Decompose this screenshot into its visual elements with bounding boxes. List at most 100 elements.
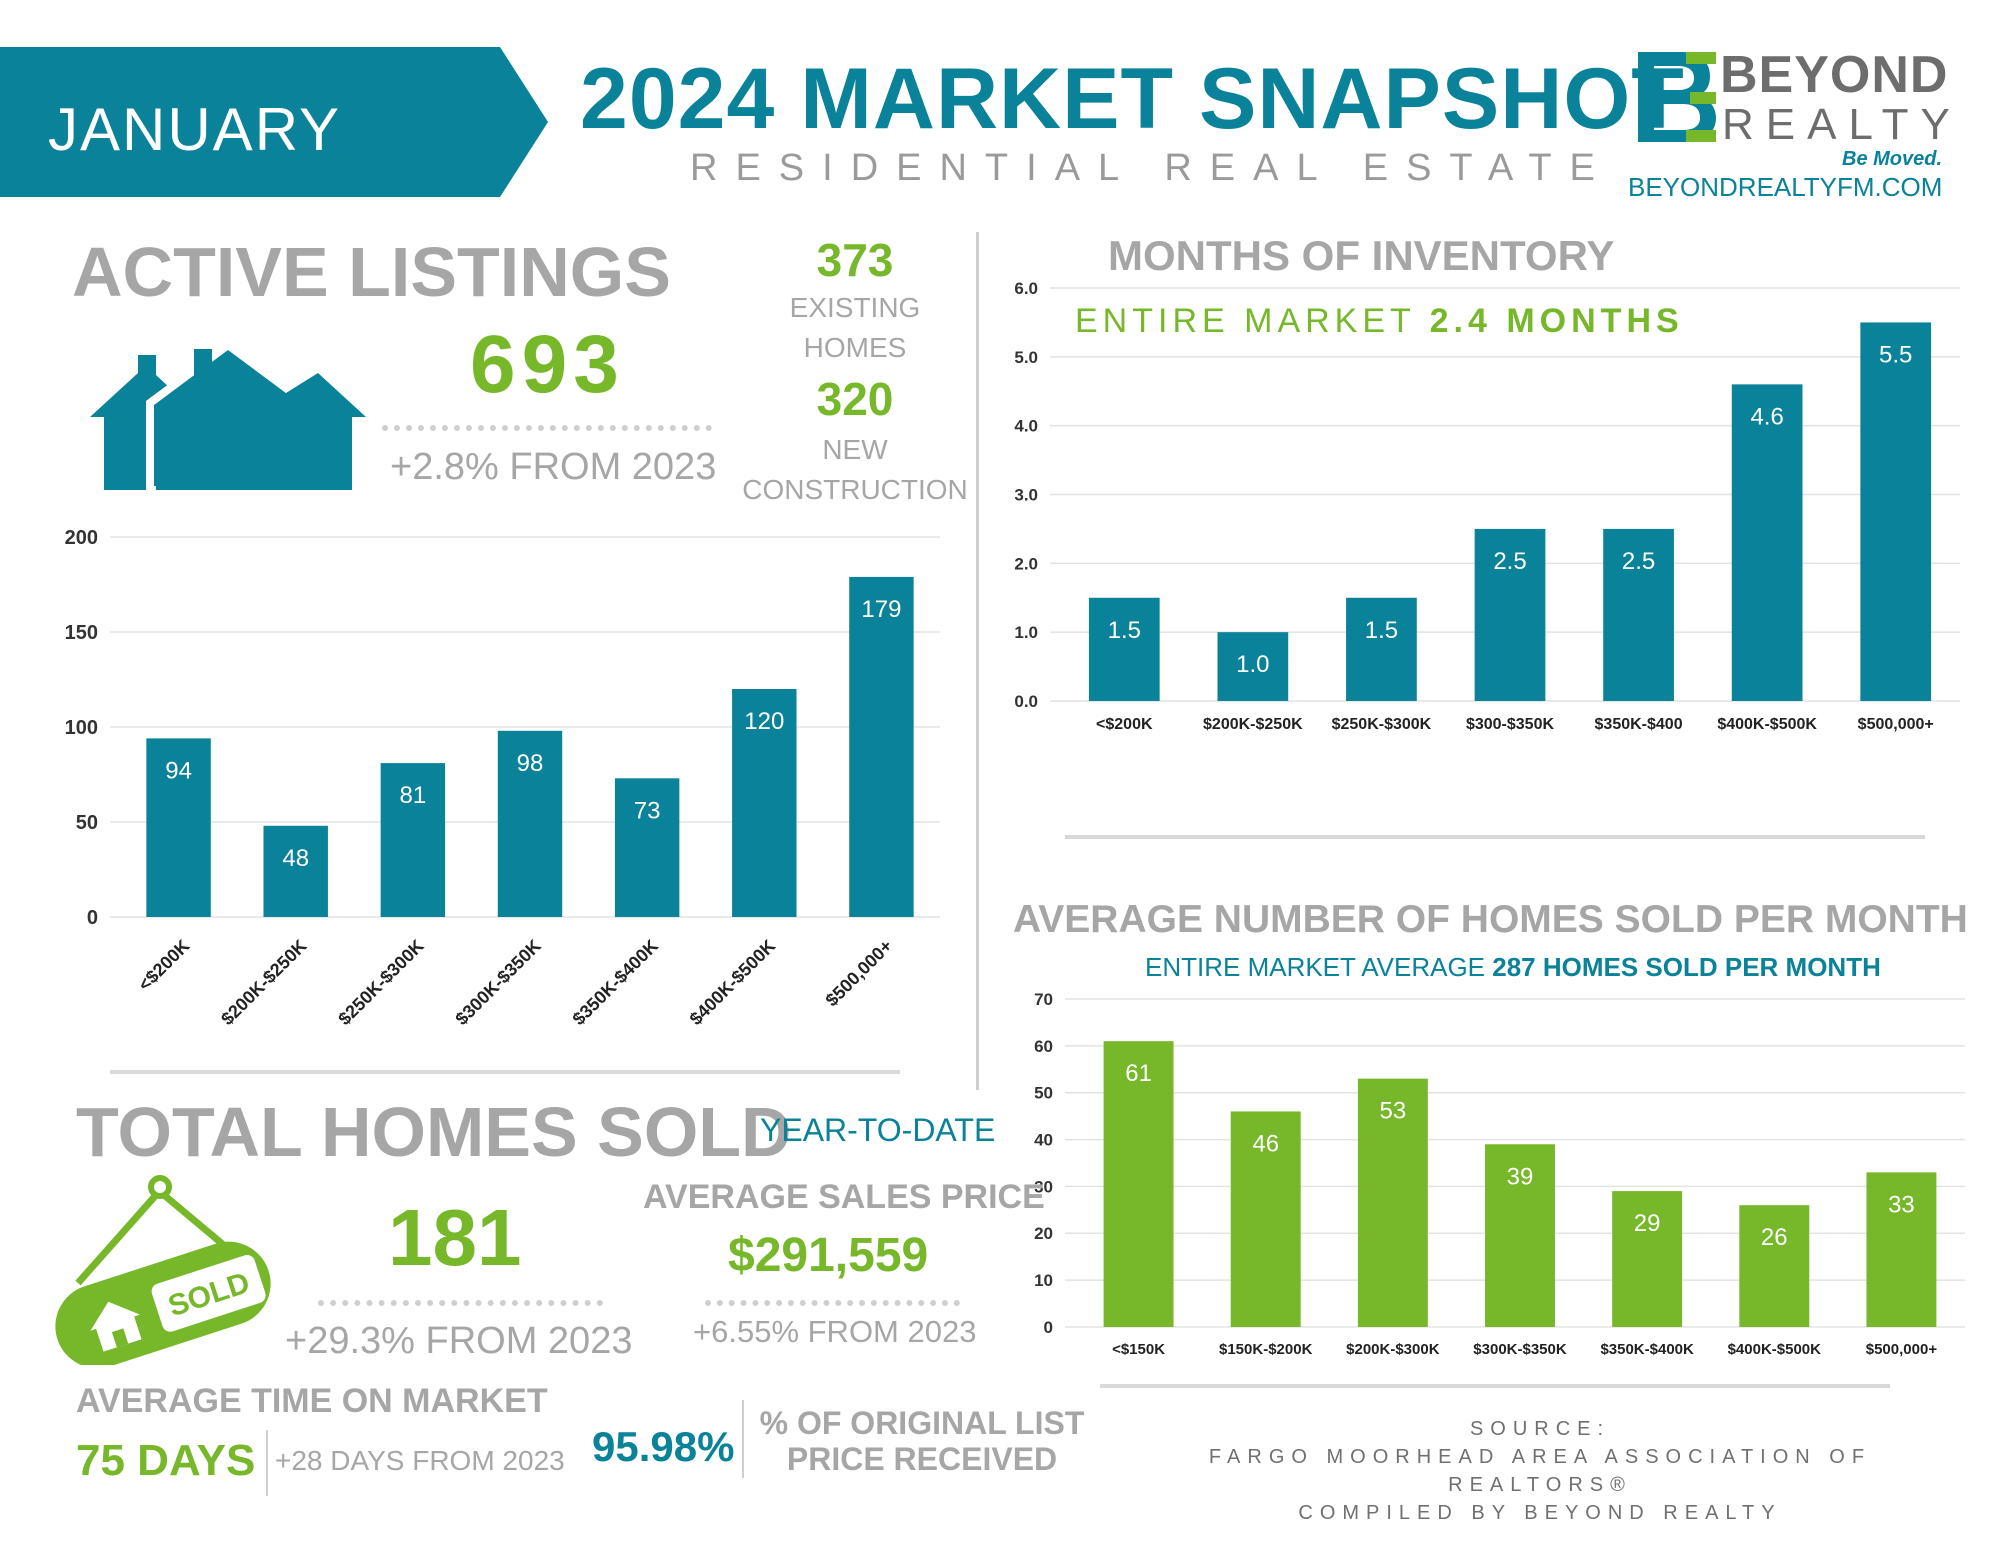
active-listings-chart: 0 50 100 150 200 94 <$200K 48 $200K-$250K 81 $250K… (65, 527, 940, 1029)
source-line-3: COMPILED BY BEYOND REALTY (1298, 1502, 1782, 1524)
x-category-label: $200K-$250K (217, 936, 310, 1029)
separator-line (266, 1430, 268, 1496)
bar-value-label: 26 (1761, 1224, 1788, 1251)
brand-url[interactable]: BEYONDREALTYFM.COM (1628, 172, 1943, 202)
x-category-label: <$200K (1096, 716, 1153, 733)
divider-right-mid (1065, 835, 1925, 839)
y-tick-label: 100 (65, 717, 98, 739)
bar (1346, 597, 1417, 701)
time-on-market-heading: AVERAGE TIME ON MARKET (76, 1382, 548, 1420)
bar-value-label: 98 (517, 750, 544, 777)
existing-homes-count: 373 (816, 234, 894, 286)
divider-right-bottom (1100, 1384, 1890, 1388)
x-category-label: $150K-$200K (1219, 1341, 1313, 1358)
y-tick-label: 20 (1034, 1224, 1053, 1243)
avg-price-heading: AVERAGE SALES PRICE (643, 1178, 1045, 1216)
vertical-divider (976, 232, 979, 1090)
source-block: SOURCE: FARGO MOORHEAD AREA ASSOCIATION … (1140, 1415, 1940, 1527)
x-category-label: <$150K (1112, 1341, 1165, 1358)
bar-value-label: 39 (1507, 1163, 1534, 1190)
bar (263, 825, 328, 917)
sold-entire-label: ENTIRE MARKET AVERAGE (1145, 952, 1486, 982)
x-category-label: $500,000+ (1866, 1341, 1938, 1358)
bar (1603, 528, 1674, 701)
x-category-label: $500,000+ (1858, 716, 1934, 733)
x-category-label: $350K-$400 (1595, 716, 1683, 733)
x-category-label: $300K-$350K (451, 936, 544, 1029)
month-label: JANUARY (48, 96, 341, 163)
sold-entire-value: 287 HOMES SOLD PER MONTH (1492, 952, 1881, 982)
bar-value-label: 1.5 (1365, 617, 1398, 644)
dotted-separator (705, 1300, 960, 1306)
homes-sold-chart: 0 10 20 30 40 50 60 70 61 <$150K 46 $150K-$200K 53 $2… (1034, 990, 1965, 1358)
new-label-2: CONSTRUCTION (742, 474, 968, 505)
bar (1739, 1205, 1810, 1327)
brand-tagline: Be Moved. (1842, 148, 1943, 170)
y-tick-label: 30 (1034, 1177, 1053, 1196)
list-price-ratio-value: 95.98% (592, 1423, 735, 1470)
bar-value-label: 48 (282, 845, 309, 872)
x-category-label: $400K-$500K (686, 936, 779, 1029)
bar-value-label: 120 (744, 708, 784, 735)
separator-line (742, 1400, 744, 1478)
bar (497, 730, 563, 917)
banner-arrow-shape (0, 47, 548, 197)
bar-value-label: 1.5 (1108, 617, 1141, 644)
active-listings-change: +2.8% FROM 2023 (390, 446, 717, 488)
bar (1474, 528, 1546, 701)
bar-value-label: 61 (1125, 1060, 1152, 1087)
brand-name-line2: REALTY (1722, 100, 1962, 149)
bar-value-label: 4.6 (1750, 403, 1783, 430)
y-tick-label: 0.0 (1014, 692, 1038, 711)
x-category-label: $300-$350K (1466, 716, 1555, 733)
total-sold-value: 181 (388, 1193, 522, 1282)
y-tick-label: 40 (1034, 1131, 1053, 1150)
total-sold-heading: TOTAL HOMES SOLD (76, 1093, 792, 1171)
y-tick-label: 2.0 (1014, 554, 1038, 573)
bar (732, 689, 797, 917)
sold-sign-icon: SOLD (48, 1175, 278, 1369)
page-title: 2024 MARKET SNAPSHOT (580, 51, 1685, 147)
x-category-label: $250K-$300K (1332, 716, 1432, 733)
dotted-separator (318, 1300, 603, 1306)
bar (614, 778, 680, 917)
months-inventory-heading: MONTHS OF INVENTORY (1108, 232, 1615, 279)
time-on-market-value: 75 DAYS (76, 1436, 256, 1485)
bar (1357, 1078, 1428, 1327)
homes-sold-month-heading: AVERAGE NUMBER OF HOMES SOLD PER MONTH (1013, 898, 1968, 941)
avg-price-change: +6.55% FROM 2023 (693, 1314, 977, 1349)
inventory-entire-label: ENTIRE MARKET (1075, 302, 1416, 340)
bar-value-label: 46 (1252, 1130, 1279, 1157)
months-inventory-chart: 0.0 1.0 2.0 3.0 4.0 5.0 6.0 1.5 <$200K 1.0 $200K-$… (1014, 279, 1960, 733)
y-tick-label: 50 (76, 812, 98, 834)
inventory-entire-market: ENTIRE MARKET 2.4 MONTHS (1075, 302, 1684, 341)
bar-value-label: 73 (634, 797, 661, 824)
bar-value-label: 81 (400, 782, 427, 809)
x-category-label: $350K-$400K (1600, 1341, 1694, 1358)
y-tick-label: 0 (87, 907, 98, 929)
x-category-label: $350K-$400K (569, 936, 662, 1029)
bar-value-label: 94 (165, 757, 192, 784)
bar (849, 576, 914, 917)
y-tick-label: 5.0 (1014, 348, 1038, 367)
y-tick-label: 6.0 (1014, 279, 1038, 298)
beyond-realty-logo-mark (1632, 48, 1722, 146)
y-tick-label: 3.0 (1014, 485, 1038, 504)
new-construction-count: 320 (816, 373, 894, 425)
bar (1088, 597, 1160, 701)
active-listings-total: 693 (470, 319, 625, 410)
houses-icon (90, 340, 366, 495)
x-category-label: $400K-$500K (1728, 1341, 1822, 1358)
bar (146, 738, 211, 917)
active-listings-heading: ACTIVE LISTINGS (72, 233, 671, 311)
y-tick-label: 0 (1044, 1318, 1053, 1337)
total-sold-change: +29.3% FROM 2023 (285, 1320, 633, 1362)
y-tick-label: 50 (1034, 1084, 1053, 1103)
divider-left (110, 1070, 900, 1074)
x-category-label: $500,000+ (822, 936, 897, 1011)
x-category-label: $250K-$300K (334, 936, 427, 1029)
bar-value-label: 5.5 (1879, 341, 1912, 368)
sold-entire-market: ENTIRE MARKET AVERAGE 287 HOMES SOLD PER… (1145, 952, 1881, 983)
bar (1103, 1041, 1174, 1327)
page-subtitle: RESIDENTIAL REAL ESTATE (690, 147, 1613, 189)
